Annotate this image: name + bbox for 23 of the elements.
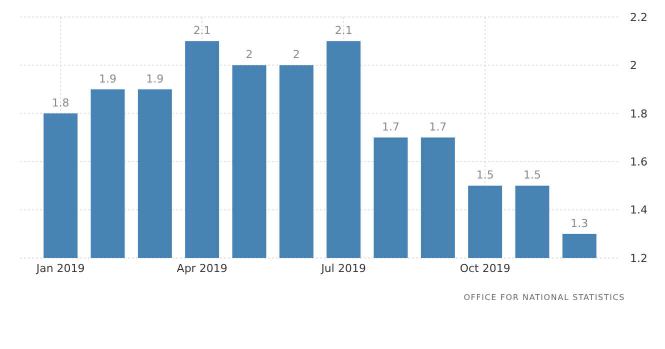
y-tick-label: 1.8 [630, 107, 648, 120]
y-tick-label: 2.2 [630, 10, 648, 24]
data-label: 1.7 [382, 120, 400, 134]
y-tick-label: 1.2 [630, 252, 648, 265]
data-label: 1.9 [146, 72, 164, 86]
data-label: 2.1 [193, 24, 211, 38]
data-label: 2 [292, 48, 300, 62]
data-label: 2.1 [334, 24, 352, 38]
data-label: 1.9 [98, 72, 116, 86]
x-tick-label: Jul 2019 [320, 262, 366, 275]
text: OFFICE FOR NATIONAL STATISTICS [464, 293, 625, 302]
data-label: 1.5 [476, 168, 494, 182]
x-tick-label: Jan 2019 [35, 262, 85, 275]
data-label: 2 [246, 48, 253, 62]
data-label: 1.5 [524, 168, 542, 182]
y-tick-label: 1.6 [630, 155, 648, 168]
x-tick-label: Apr 2019 [176, 262, 228, 275]
x-tick-label: Oct 2019 [460, 262, 510, 275]
data-label: 1.8 [52, 96, 70, 110]
y-tick-label: 1.4 [630, 204, 648, 217]
data-label: 1.7 [429, 120, 447, 134]
data-label: 1.3 [570, 216, 588, 230]
y-tick-label: 2 [630, 59, 637, 72]
